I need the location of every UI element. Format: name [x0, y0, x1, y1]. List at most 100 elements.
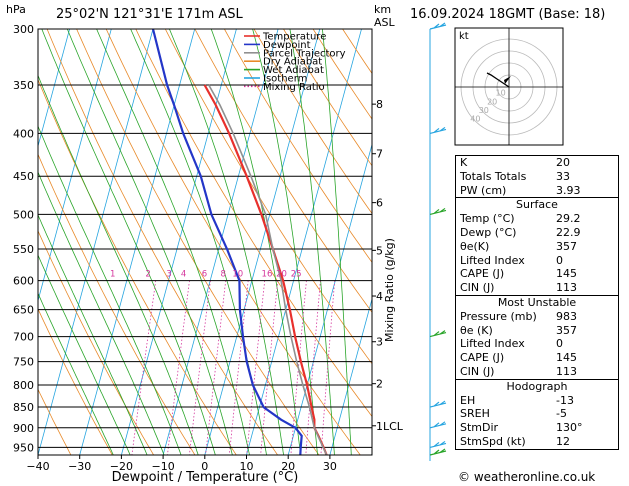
pressure-tick-label: 900	[13, 422, 34, 435]
most-unstable-index-value: 113	[556, 364, 577, 378]
dry-adiabat-line	[135, 29, 372, 418]
pressure-tick-label: 750	[13, 356, 34, 369]
profile-series	[151, 29, 328, 455]
datetime-title: 16.09.2024 18GMT (Base: 18)	[410, 7, 606, 22]
x-tick-label: −40	[26, 460, 49, 473]
mixing-ratio-line	[131, 280, 157, 455]
legend-label: Temperature	[262, 32, 326, 43]
pressure-tick-label: 950	[13, 441, 34, 454]
hodograph-ring-label: 20	[487, 97, 497, 106]
dry-adiabat-line	[38, 229, 154, 455]
km-tick-label: 5	[376, 244, 383, 257]
hodograph-index-row: SREH -5	[456, 407, 618, 421]
hodograph-kt-label: kt	[459, 31, 469, 42]
most-unstable-index-value: 983	[556, 309, 577, 323]
hodograph-ring-label: 10	[496, 89, 506, 98]
most-unstable-index-value: 145	[556, 351, 577, 365]
x-tick-label: 30	[323, 460, 337, 473]
x-axis-title: Dewpoint / Temperature (°C)	[112, 470, 299, 485]
hodograph-index-row: StmDir 130°	[456, 421, 618, 435]
hodograph-index-value: -5	[556, 407, 567, 421]
surface-index-row: θe(K) 357	[456, 240, 618, 254]
wind-barb	[429, 440, 447, 449]
most-unstable-index-label: θe (K)	[460, 323, 493, 337]
surface-index-label: θe(K)	[460, 239, 490, 253]
km-tick-label: 1LCL	[376, 420, 404, 433]
most-unstable-index-label: CIN (J)	[460, 364, 495, 378]
x-tick-label: −10	[151, 460, 174, 473]
hodograph-index-value: -13	[556, 393, 574, 407]
dry-adiabat-line	[164, 29, 372, 365]
surface-index-label: CAPE (J)	[460, 267, 505, 281]
wind-barb	[429, 448, 447, 456]
basic-index-value: 20	[556, 156, 570, 169]
pressure-tick-label: 850	[13, 401, 34, 414]
pressure-tick-label: 800	[13, 379, 34, 392]
x-tick-label: −30	[68, 460, 91, 473]
surface-index-label: Dewp (°C)	[460, 225, 517, 239]
parcel-trajectory-line	[208, 84, 328, 455]
km-tick-label: 7	[376, 148, 383, 161]
pressure-tick-label: 400	[13, 127, 34, 140]
x-tick-label: −20	[110, 460, 133, 473]
pressure-tick-label: 650	[13, 304, 34, 317]
mixing-ratio-label: 2	[145, 270, 150, 280]
legend-label: Dewpoint	[263, 40, 311, 51]
pressure-tick-label: 300	[13, 23, 34, 36]
hodograph-index-row: StmSpd (kt) 12	[456, 435, 618, 449]
km-axis: 8 7 6 5 4 3 2 1LCL	[372, 98, 404, 433]
most-unstable-index-row: Pressure (mb) 983	[456, 310, 618, 324]
km-tick-label: 8	[376, 98, 383, 111]
basic-indices: K 20 Totals Totals 33 PW (cm) 3.93	[455, 155, 619, 199]
surface-index-row: Dewp (°C) 22.9	[456, 226, 618, 240]
isotherm-line	[121, 29, 237, 455]
surface-index-value: 357	[556, 239, 577, 253]
isotherm-line	[38, 29, 70, 148]
pressure-tick-label: 350	[13, 79, 34, 92]
wind-barbs	[429, 22, 447, 461]
dry-adiabat-line	[283, 29, 372, 167]
most-unstable-index-value: 0	[556, 337, 563, 351]
pressure-tick-label: 500	[13, 208, 34, 221]
hodograph-ring-label: 40	[470, 115, 480, 124]
dry-adiabat-line	[224, 29, 372, 263]
basic-index-row: K 20	[456, 156, 618, 170]
storm-motion-arrow	[504, 76, 511, 84]
most-unstable-indices: Most Unstable Pressure (mb) 983 θe (K) 357 L…	[455, 295, 619, 380]
isotherm-line	[162, 29, 279, 455]
dry-adiabat-line	[76, 29, 320, 455]
most-unstable-index-row: Lifted Index 0	[456, 337, 618, 351]
dry-adiabat-line	[46, 29, 278, 455]
hodograph-index-value: 130°	[556, 421, 583, 435]
legend-label: Dry Adiabat	[263, 57, 322, 68]
surface-title: Surface	[516, 198, 558, 212]
isotherm-line	[38, 29, 154, 455]
dry-adiabat-line	[38, 153, 196, 455]
dry-adiabat-line	[194, 29, 372, 313]
wet-adiabat-line	[252, 29, 318, 455]
mixing-ratio-line	[290, 280, 307, 455]
isotherm-line	[38, 29, 112, 303]
km-tick-label: 2	[376, 378, 383, 391]
wet-adiabat-line	[38, 74, 199, 455]
km-tick-label: 4	[376, 290, 383, 303]
mixing-ratio-labels: 1 2 3 4 6 8 10 16 20 25	[110, 270, 302, 280]
legend-label: Isotherm	[263, 74, 307, 85]
km-unit-label: km	[374, 3, 392, 16]
x-tick-label: 10	[240, 460, 254, 473]
dewpoint-line	[151, 29, 303, 455]
location-title: 25°02'N 121°31'E 171m ASL	[56, 7, 243, 22]
copyright: © weatheronline.co.uk	[458, 470, 596, 484]
most-unstable-index-row: CAPE (J) 145	[456, 351, 618, 365]
mixing-ratio-label: 20	[276, 270, 287, 280]
hodograph-title: Hodograph	[506, 379, 568, 393]
basic-index-label: K	[460, 156, 468, 169]
mixing-ratio-label: 10	[232, 270, 243, 280]
pressure-tick-label: 700	[13, 331, 34, 344]
surface-index-value: 29.2	[556, 212, 581, 226]
basic-index-label: Totals Totals	[460, 169, 527, 183]
hodograph-index-label: EH	[460, 393, 476, 407]
isotherm-line	[246, 29, 362, 455]
wind-barb	[429, 22, 447, 30]
